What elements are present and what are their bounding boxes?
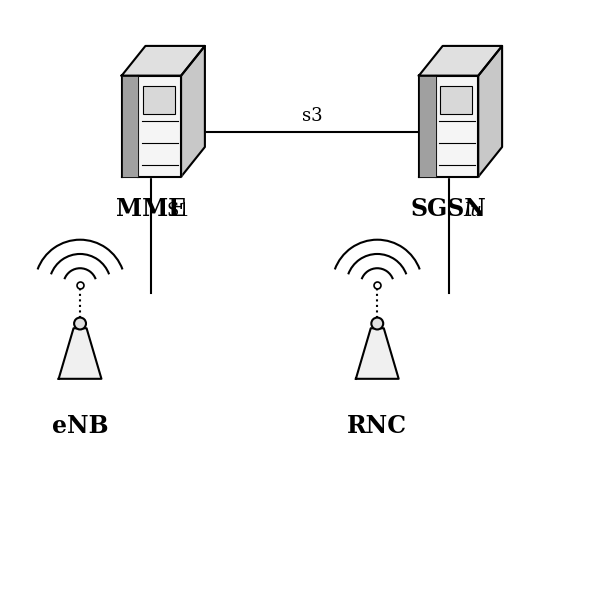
- Text: s3: s3: [302, 107, 322, 125]
- Polygon shape: [478, 46, 502, 177]
- Text: eNB: eNB: [52, 415, 109, 438]
- Polygon shape: [356, 328, 398, 379]
- Polygon shape: [122, 76, 181, 177]
- Text: MME: MME: [116, 197, 187, 222]
- Polygon shape: [181, 46, 205, 177]
- Polygon shape: [419, 46, 502, 76]
- Text: RNC: RNC: [347, 415, 407, 438]
- Circle shape: [74, 317, 86, 329]
- Text: SGSN: SGSN: [410, 197, 487, 222]
- Polygon shape: [122, 76, 139, 177]
- Polygon shape: [59, 328, 101, 379]
- Polygon shape: [419, 76, 478, 177]
- Polygon shape: [122, 46, 205, 76]
- Polygon shape: [143, 86, 175, 114]
- Polygon shape: [440, 86, 472, 114]
- Text: Iu: Iu: [463, 202, 482, 220]
- Polygon shape: [419, 76, 436, 177]
- Text: S1: S1: [166, 202, 190, 220]
- Circle shape: [371, 317, 383, 329]
